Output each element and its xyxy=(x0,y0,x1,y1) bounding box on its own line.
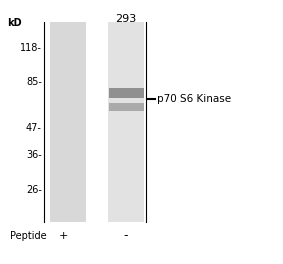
Bar xyxy=(109,88,144,98)
Text: 26-: 26- xyxy=(26,185,42,195)
Text: +: + xyxy=(59,231,68,241)
Text: 36-: 36- xyxy=(26,150,42,160)
Text: 293: 293 xyxy=(115,14,137,24)
Text: 85-: 85- xyxy=(26,77,42,87)
Text: Peptide: Peptide xyxy=(10,231,47,241)
Text: -: - xyxy=(124,229,128,243)
Bar xyxy=(50,22,86,222)
Text: p70 S6 Kinase: p70 S6 Kinase xyxy=(157,94,231,104)
Text: 118-: 118- xyxy=(20,43,42,53)
Bar xyxy=(108,22,144,222)
Text: kD: kD xyxy=(7,18,22,28)
Bar xyxy=(109,103,144,111)
Text: 47-: 47- xyxy=(26,123,42,133)
